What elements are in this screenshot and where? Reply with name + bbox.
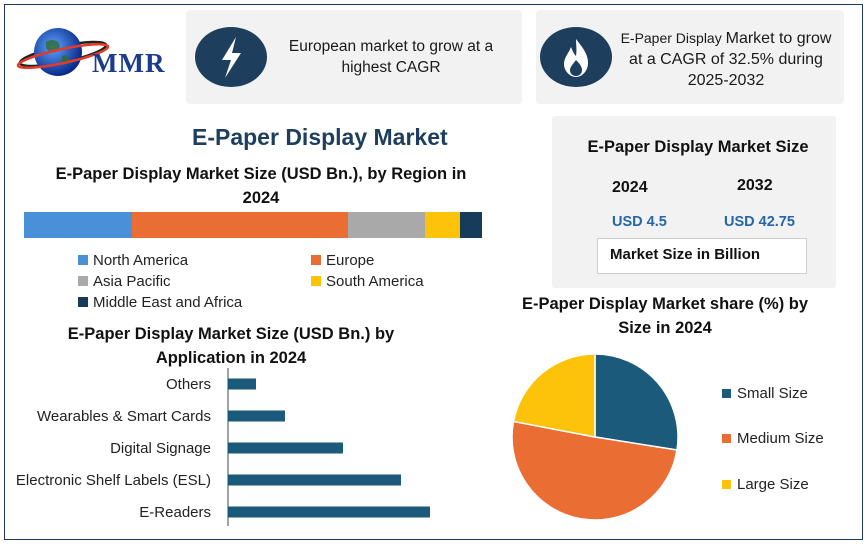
market-size-unit: Market Size in Billion <box>597 238 807 274</box>
infographic-frame <box>4 4 863 540</box>
region-segment-middle-east-and-africa <box>459 212 482 238</box>
legend-label: Middle East and Africa <box>93 294 243 311</box>
region-chart-title: E-Paper Display Market Size (USD Bn.), b… <box>55 165 467 207</box>
legend-swatch <box>311 255 321 265</box>
pie-legend-item-medium-size: Medium Size <box>722 430 824 447</box>
legend-label: South America <box>326 273 424 290</box>
value-2024: USD 4.5 <box>612 214 667 230</box>
application-bar-e-readers <box>228 506 430 518</box>
size-share-pie-chart <box>511 353 679 521</box>
callout-icon-circle <box>195 27 267 87</box>
pie-slice-small-size <box>594 353 679 451</box>
year-2024-label: 2024 <box>612 179 648 196</box>
application-bar-others <box>228 378 256 390</box>
legend-label: Small Size <box>737 385 808 402</box>
pie-legend-item-small-size: Small Size <box>722 385 808 402</box>
legend-label: Europe <box>326 252 375 269</box>
pie-slice-large-size <box>512 353 596 438</box>
legend-swatch <box>78 255 88 265</box>
callout-cagr-rest: Market to grow at a CAGR of 32.5% during… <box>629 30 832 89</box>
application-label-others: Others <box>166 376 211 393</box>
lightning-icon <box>222 37 241 78</box>
application-label-electronic-shelf-labels-esl: Electronic Shelf Labels (ESL) <box>16 472 211 489</box>
region-legend-item-europe: Europe <box>311 252 374 269</box>
value-2032: USD 42.75 <box>724 214 795 230</box>
size-share-chart-title: E-Paper Display Market share (%) by Size… <box>521 295 809 337</box>
region-segment-europe <box>131 212 348 238</box>
callout-europe-text: European market to grow at a highest CAG… <box>288 38 494 76</box>
legend-swatch <box>722 480 731 489</box>
mmr-logo: MMR <box>16 26 176 86</box>
callout-europe: European market to grow at a highest CAG… <box>186 10 522 104</box>
logo-text: MMR <box>92 48 166 78</box>
legend-swatch <box>78 297 88 307</box>
legend-label: Asia Pacific <box>93 273 171 290</box>
market-size-panel: E-Paper Display Market Size 2024 2032 US… <box>552 116 836 288</box>
application-label-digital-signage: Digital Signage <box>110 440 211 457</box>
region-legend-item-middle-east-and-africa: Middle East and Africa <box>78 294 242 311</box>
pie-legend-item-large-size: Large Size <box>722 476 809 493</box>
region-segment-asia-pacific <box>347 212 425 238</box>
legend-swatch <box>311 276 321 286</box>
region-legend-item-asia-pacific: Asia Pacific <box>78 273 171 290</box>
pie-slice-medium-size <box>511 420 678 521</box>
application-label-wearables-smart-cards: Wearables & Smart Cards <box>37 408 211 425</box>
main-title: E-Paper Display Market <box>192 124 448 150</box>
legend-label: Large Size <box>737 476 809 493</box>
legend-swatch <box>722 389 731 398</box>
region-legend-item-north-america: North America <box>78 252 188 269</box>
region-segment-south-america <box>424 212 460 238</box>
callout-cagr: E-Paper Display Market to grow at a CAGR… <box>536 10 844 104</box>
application-bar-chart: Others Wearables & Smart Cards Digital Sig… <box>16 368 430 526</box>
flame-icon <box>564 39 588 77</box>
market-size-title: E-Paper Display Market Size <box>587 138 809 156</box>
legend-label: North America <box>93 252 189 269</box>
region-segment-north-america <box>24 212 132 238</box>
region-legend-item-south-america: South America <box>311 273 424 290</box>
application-label-e-readers: E-Readers <box>139 504 211 521</box>
application-bar-wearables-smart-cards <box>228 410 285 422</box>
application-chart-title: E-Paper Display Market Size (USD Bn.) by… <box>67 325 395 367</box>
year-2032-label: 2032 <box>737 177 773 194</box>
legend-swatch <box>722 434 731 443</box>
callout-icon-circle <box>540 27 612 87</box>
region-stacked-bar <box>24 212 482 238</box>
application-bar-electronic-shelf-labels-esl <box>228 474 401 486</box>
callout-cagr-prefix: E-Paper Display <box>620 30 726 46</box>
legend-swatch <box>78 276 88 286</box>
legend-label: Medium Size <box>737 430 824 447</box>
callout-cagr-text: E-Paper Display Market to grow at a CAGR… <box>612 28 840 91</box>
globe-icon <box>16 28 110 76</box>
application-bar-digital-signage <box>228 442 343 454</box>
